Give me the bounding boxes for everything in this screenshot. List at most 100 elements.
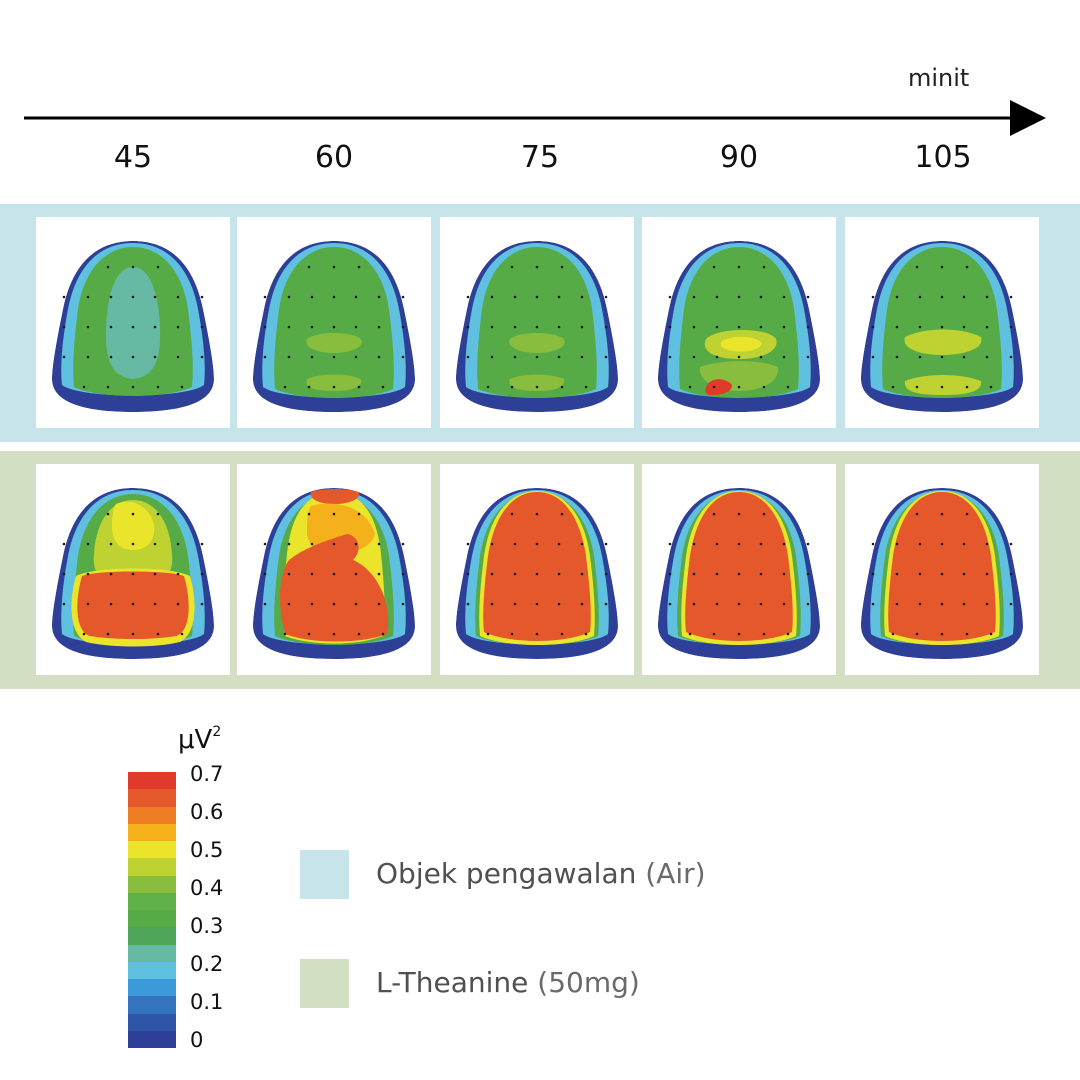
electrode-dot bbox=[307, 512, 311, 516]
electrode-dot bbox=[62, 542, 66, 546]
electrode-dot bbox=[513, 602, 517, 606]
colorbar-segment bbox=[128, 910, 176, 928]
electrode-dot bbox=[513, 542, 517, 546]
electrode-dot bbox=[715, 295, 719, 299]
electrode-dot bbox=[535, 355, 539, 359]
electrode-dot bbox=[806, 325, 810, 329]
electrode-dot bbox=[580, 325, 584, 329]
electrode-dot bbox=[377, 295, 381, 299]
electrode-dot bbox=[490, 355, 494, 359]
electrode-dot bbox=[915, 265, 919, 269]
electrode-dot bbox=[604, 325, 608, 329]
electrode-dot bbox=[153, 542, 157, 546]
electrode-dot bbox=[131, 542, 135, 546]
electrode-dot bbox=[871, 355, 875, 359]
electrode-dot bbox=[940, 572, 944, 576]
electrode-dot bbox=[153, 355, 157, 359]
electrode-dot bbox=[106, 632, 110, 636]
electrode-dot bbox=[737, 632, 741, 636]
electrode-dot bbox=[580, 295, 584, 299]
electrode-dot bbox=[287, 355, 291, 359]
electrode-dot bbox=[377, 325, 381, 329]
electrode-dot bbox=[263, 602, 267, 606]
electrode-dot bbox=[985, 572, 989, 576]
electrode-dot bbox=[1009, 542, 1013, 546]
colorbar-tick: 0.1 bbox=[190, 990, 224, 1014]
electrode-dot bbox=[580, 572, 584, 576]
topomap-svg bbox=[52, 241, 214, 412]
topomap-treatment-5 bbox=[845, 464, 1039, 675]
electrode-dot bbox=[131, 355, 135, 359]
electrode-dot bbox=[962, 602, 966, 606]
electrode-dot bbox=[668, 542, 672, 546]
electrode-dot bbox=[985, 325, 989, 329]
electrode-dot bbox=[176, 295, 180, 299]
electrode-dot bbox=[131, 265, 135, 269]
legend-paren-control: (Air) bbox=[645, 857, 706, 890]
electrode-dot bbox=[895, 572, 899, 576]
electrode-dot bbox=[486, 632, 490, 636]
electrode-dot bbox=[200, 325, 204, 329]
electrode-dot bbox=[354, 572, 358, 576]
electrode-dot bbox=[940, 295, 944, 299]
colorbar-tick: 0.4 bbox=[190, 876, 224, 900]
electrode-dot bbox=[153, 572, 157, 576]
electrode-dot bbox=[287, 295, 291, 299]
electrode-dot bbox=[535, 632, 539, 636]
electrode-dot bbox=[737, 265, 741, 269]
electrode-dot bbox=[985, 355, 989, 359]
topomap-control-1 bbox=[36, 217, 230, 428]
colorbar-segment bbox=[128, 841, 176, 859]
electrode-dot bbox=[307, 632, 311, 636]
electrode-dot bbox=[604, 295, 608, 299]
electrode-dot bbox=[263, 355, 267, 359]
electrode-dot bbox=[782, 295, 786, 299]
time-axis-arrow bbox=[24, 100, 1046, 136]
colorbar-unit: μV2 bbox=[178, 724, 222, 755]
colorbar-tick: 0.6 bbox=[190, 800, 224, 824]
electrode-dot bbox=[310, 542, 314, 546]
electrode-dot bbox=[131, 572, 135, 576]
electrode-dot bbox=[737, 385, 741, 389]
electrode-dot bbox=[466, 602, 470, 606]
colorbar-tick: 0 bbox=[190, 1028, 204, 1052]
electrode-dot bbox=[940, 385, 944, 389]
electrode-dot bbox=[940, 265, 944, 269]
electrode-dot bbox=[377, 355, 381, 359]
colorbar-segment bbox=[128, 823, 176, 841]
electrode-dot bbox=[510, 512, 514, 516]
electrode-dot bbox=[535, 572, 539, 576]
colorbar-segment bbox=[128, 996, 176, 1014]
electrode-dot bbox=[557, 295, 561, 299]
electrode-dot bbox=[466, 325, 470, 329]
electrode-dot bbox=[332, 385, 336, 389]
electrode-dot bbox=[109, 295, 113, 299]
electrode-dot bbox=[965, 385, 969, 389]
electrode-dot bbox=[401, 325, 405, 329]
electrode-dot bbox=[915, 632, 919, 636]
electrode-dot bbox=[985, 602, 989, 606]
topomap-svg bbox=[658, 488, 820, 659]
electrode-dot bbox=[131, 632, 135, 636]
electrode-dot bbox=[668, 355, 672, 359]
colorbar-segment bbox=[128, 1013, 176, 1031]
electrode-dot bbox=[466, 355, 470, 359]
electrode-dot bbox=[82, 385, 86, 389]
electrode-dot bbox=[490, 325, 494, 329]
electrode-dot bbox=[200, 295, 204, 299]
topomap-svg bbox=[456, 241, 618, 412]
electrode-dot bbox=[712, 265, 716, 269]
electrode-dot bbox=[782, 355, 786, 359]
electrode-dot bbox=[918, 295, 922, 299]
electrode-dot bbox=[381, 632, 385, 636]
electrode-dot bbox=[668, 295, 672, 299]
electrode-dot bbox=[287, 325, 291, 329]
electrode-dot bbox=[737, 325, 741, 329]
electrode-dot bbox=[156, 632, 160, 636]
electrode-dot bbox=[985, 295, 989, 299]
colorbar-segment bbox=[128, 961, 176, 979]
electrode-dot bbox=[692, 572, 696, 576]
colorbar-segment bbox=[128, 789, 176, 807]
electrode-dot bbox=[377, 572, 381, 576]
electrode-dot bbox=[354, 602, 358, 606]
